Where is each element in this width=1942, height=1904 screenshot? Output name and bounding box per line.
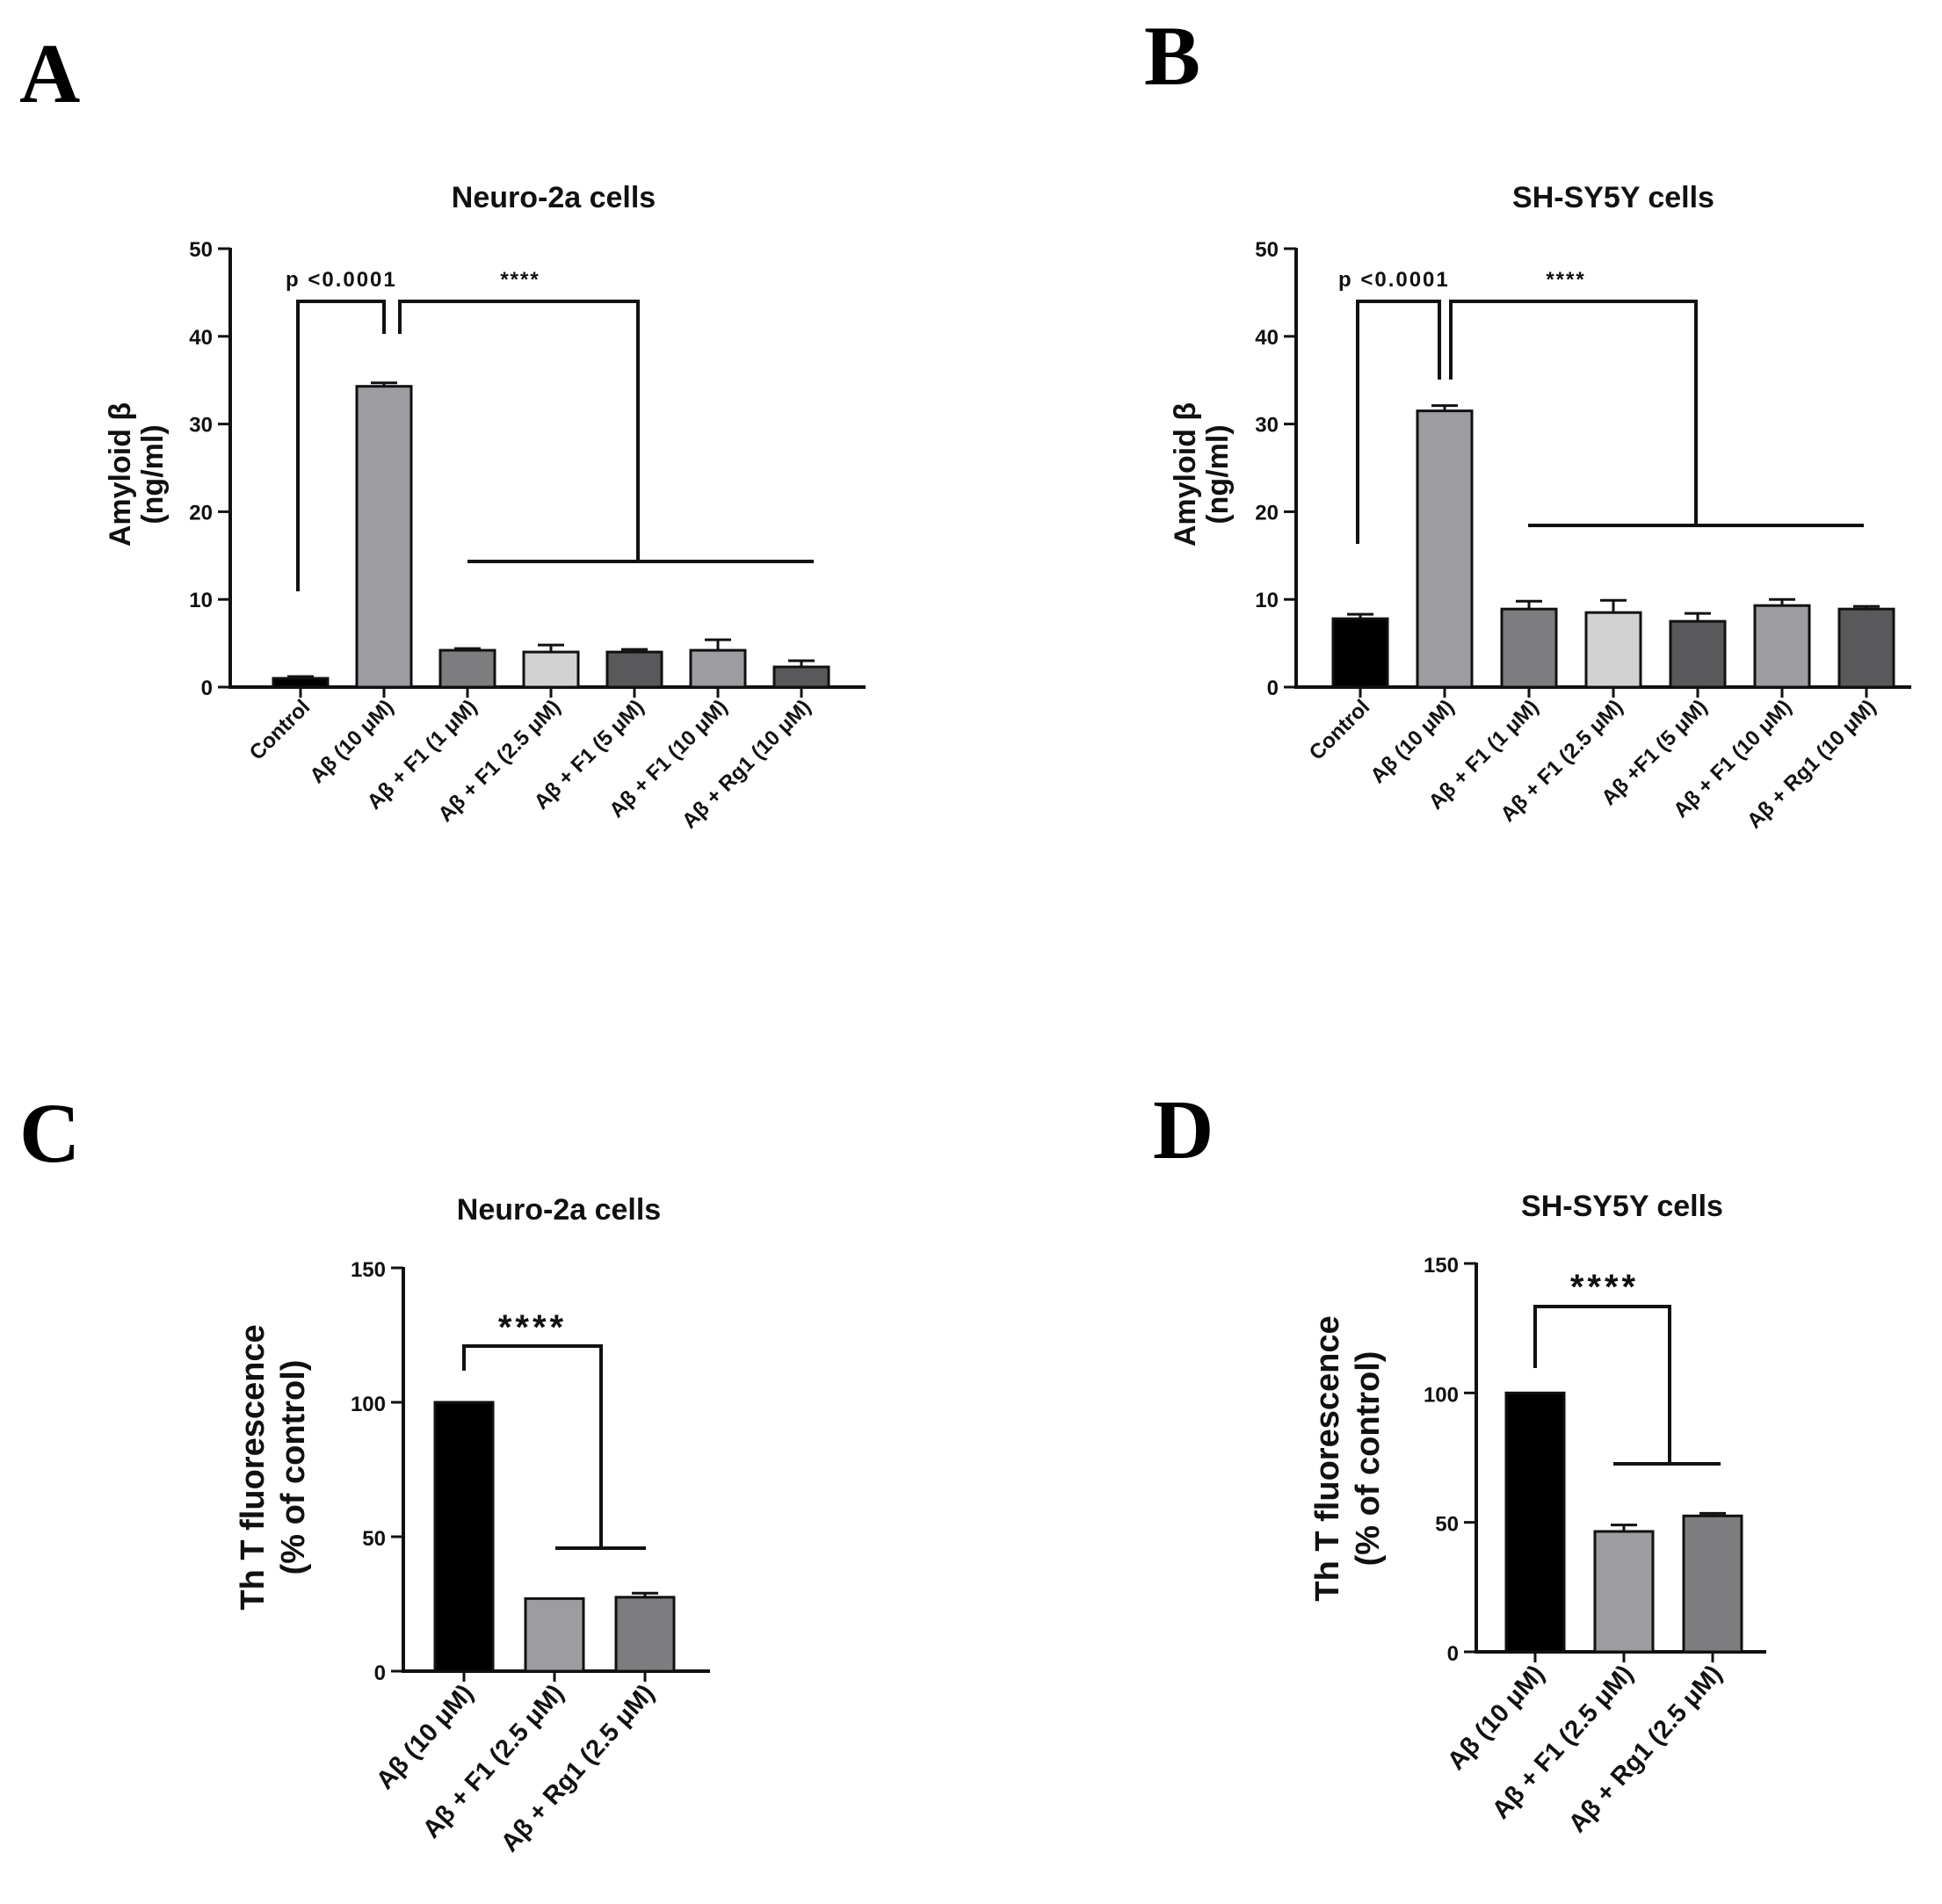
y-tick-label: 50 xyxy=(1255,238,1279,262)
category-label-2: Aβ (10 μM) xyxy=(1366,695,1459,788)
y-axis-label: Th T fluorescence xyxy=(1309,1315,1346,1601)
significance-stars: **** xyxy=(1546,268,1585,292)
category-label-3: Aβ + Rg1 (2.5 μM) xyxy=(496,1679,660,1857)
bar-1 xyxy=(1331,617,1389,689)
y-tick-label: 30 xyxy=(1255,414,1279,438)
chart-a-neuro2a-amyloid: Neuro-2a cells Amyloid β (ng/ml) 0 10 20 30 40 5… xyxy=(104,181,866,833)
y-tick-label: 0 xyxy=(374,1661,386,1685)
y-tick-label: 100 xyxy=(1424,1383,1459,1407)
category-label-1: Control xyxy=(245,695,315,764)
p-value-annotation: p <0.0001 xyxy=(1338,268,1450,292)
y-tick-label: 50 xyxy=(189,238,213,262)
y-axis-label-unit: (% of control) xyxy=(275,1360,312,1575)
bar-1 xyxy=(433,1401,495,1673)
chart-title: Neuro-2a cells xyxy=(452,181,656,214)
bar-5 xyxy=(605,650,663,689)
bar-3 xyxy=(1500,607,1558,689)
y-tick-label: 10 xyxy=(189,589,213,612)
bar-4 xyxy=(1584,611,1642,689)
y-axis-label: Th T fluorescence xyxy=(235,1324,272,1610)
bar-7 xyxy=(1837,607,1895,689)
panel-letter-a: A xyxy=(19,26,80,120)
category-label-2: Aβ (10 μM) xyxy=(305,695,398,788)
category-label-1: Control xyxy=(1305,695,1374,764)
y-tick-label: 100 xyxy=(351,1393,386,1416)
chart-c-neuro2a-tht: Neuro-2a cells Th T fluorescence (% of con… xyxy=(235,1193,710,1857)
bar-2 xyxy=(1416,409,1474,689)
y-tick-label: 40 xyxy=(1255,326,1279,350)
bar-1 xyxy=(1504,1391,1566,1654)
bar-1 xyxy=(272,677,330,689)
chart-b-shsy5y-amyloid: SH-SY5Y cells Amyloid β (ng/ml) 0 10 20 30 40 50… xyxy=(1169,181,1911,833)
y-axis-label-unit: (ng/ml) xyxy=(1201,424,1235,524)
category-label-3: Aβ + Rg1 (2.5 μM) xyxy=(1563,1660,1728,1838)
y-tick-label: 20 xyxy=(1255,501,1279,525)
chart-title: SH-SY5Y cells xyxy=(1521,1190,1723,1223)
panel-letter-d: D xyxy=(1153,1082,1214,1176)
chart-d-shsy5y-tht: SH-SY5Y cells Th T fluorescence (% of cont… xyxy=(1309,1190,1766,1838)
y-axis-label: Amyloid β xyxy=(104,402,137,547)
chart-title: Neuro-2a cells xyxy=(457,1193,661,1227)
significance-stars: **** xyxy=(500,268,540,292)
significance-stars: **** xyxy=(498,1308,567,1347)
panel-letter-b: B xyxy=(1144,9,1200,103)
bar-7 xyxy=(772,665,830,689)
bar-6 xyxy=(1753,604,1811,689)
bar-3 xyxy=(614,1596,676,1673)
bar-2 xyxy=(355,385,413,689)
y-tick-label: 40 xyxy=(189,326,213,350)
y-tick-label: 0 xyxy=(1267,677,1279,700)
y-axis-label-unit: (ng/ml) xyxy=(136,424,170,524)
bar-5 xyxy=(1669,619,1727,689)
y-axis-label: Amyloid β xyxy=(1169,402,1202,547)
significance-stars: **** xyxy=(1570,1268,1639,1307)
y-tick-label: 50 xyxy=(1435,1513,1459,1537)
y-tick-label: 0 xyxy=(1447,1642,1459,1666)
y-tick-label: 30 xyxy=(189,414,213,438)
y-tick-label: 10 xyxy=(1255,589,1279,612)
bar-3 xyxy=(1682,1514,1743,1654)
panel-letter-c: C xyxy=(19,1086,80,1180)
bar-3 xyxy=(438,648,496,689)
p-value-annotation: p <0.0001 xyxy=(286,268,397,292)
y-tick-label: 150 xyxy=(1424,1254,1459,1278)
y-tick-label: 20 xyxy=(189,501,213,525)
bar-4 xyxy=(522,650,580,689)
y-tick-label: 50 xyxy=(362,1527,386,1551)
y-tick-label: 0 xyxy=(201,677,213,700)
chart-title: SH-SY5Y cells xyxy=(1512,181,1714,214)
bar-2 xyxy=(524,1596,585,1673)
y-axis-label-unit: (% of control) xyxy=(1350,1351,1387,1567)
bar-2 xyxy=(1593,1530,1655,1654)
bar-6 xyxy=(689,648,747,689)
y-tick-label: 150 xyxy=(351,1258,386,1282)
